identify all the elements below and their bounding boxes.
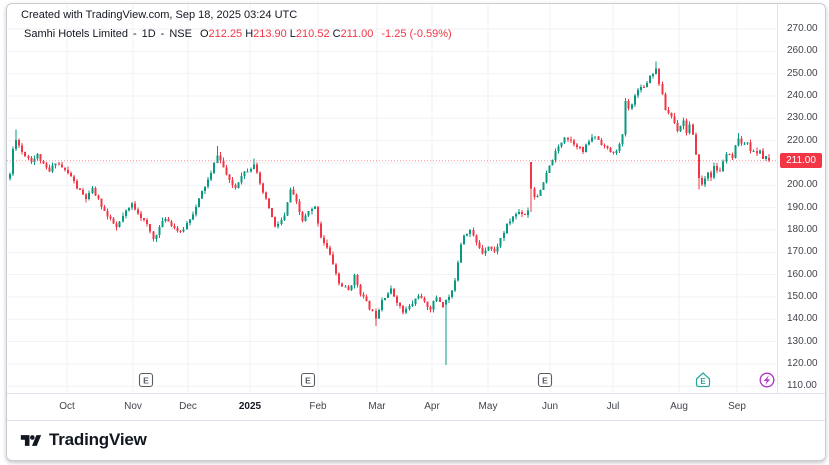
ohlc-field-label: H — [245, 28, 254, 40]
footer-bar: TradingView — [7, 420, 825, 459]
svg-text:E: E — [542, 376, 548, 386]
price-tick-label: 170.00 — [787, 246, 818, 258]
price-tick-label: 150.00 — [787, 290, 818, 302]
ohlc-field-value: 213.90 — [253, 28, 287, 40]
tradingview-logo-text: TradingView — [49, 430, 147, 449]
time-tick-label: Nov — [124, 401, 142, 412]
price-tick-label: 180.00 — [787, 223, 818, 235]
time-tick-label: Sep — [728, 401, 746, 412]
last-price-label: 211.00 — [780, 153, 822, 169]
price-tick-label: 160.00 — [787, 268, 818, 280]
grid — [7, 4, 777, 393]
legend-separator: - — [160, 28, 165, 40]
svg-text:E: E — [305, 376, 311, 386]
time-tick-label: Dec — [179, 401, 197, 412]
price-tick-label: 260.00 — [787, 45, 818, 57]
price-tick-label: 220.00 — [787, 134, 818, 146]
earnings-marker[interactable]: E — [537, 372, 553, 388]
flash-icon[interactable] — [759, 372, 775, 388]
svg-text:E: E — [700, 377, 706, 386]
change-value: -1.25 (-0.59%) — [381, 28, 452, 40]
symbol-name: Samhi Hotels Limited — [24, 28, 128, 40]
price-axis[interactable]: 270.00 260.00 250.00 240.00 230.00 220.00 200.… — [777, 4, 825, 393]
price-tick-label: 110.00 — [787, 380, 817, 392]
tradingview-chart-widget: E E E E Created with TradingView.com, Sep 1… — [6, 3, 826, 461]
tradingview-logo[interactable]: TradingView — [20, 430, 147, 450]
ohlc-values: O 212.25 H 213.90 L 210.52 C 211.00 — [197, 28, 373, 40]
price-tick-label: 230.00 — [787, 112, 818, 124]
ohlc-field-label: O — [199, 28, 209, 40]
price-tick-label: 250.00 — [787, 67, 818, 79]
time-tick-label: Feb — [309, 401, 327, 412]
price-tick-label: 140.00 — [787, 313, 818, 325]
ohlc-field-label: C — [332, 28, 341, 40]
candlestick-series — [9, 61, 770, 365]
price-tick-label: 240.00 — [787, 89, 818, 101]
ohlc-field-value: 210.52 — [295, 28, 330, 40]
time-axis[interactable]: Oct Nov Dec 2025 Feb Mar Apr May Jun Jul Aug Sep — [7, 393, 825, 421]
time-tick-label: 2025 — [238, 401, 262, 412]
svg-text:E: E — [143, 376, 149, 386]
price-tick-label: 200.00 — [787, 179, 818, 191]
time-tick-label: Mar — [368, 401, 386, 412]
legend-separator: - — [132, 28, 137, 40]
attribution-text: Created with TradingView.com, Sep 18, 20… — [21, 9, 298, 21]
time-tick-label: Aug — [670, 401, 688, 412]
interval-label: 1D — [141, 28, 156, 40]
price-tick-label: 190.00 — [787, 201, 818, 213]
price-tick-label: 270.00 — [787, 23, 818, 34]
ohlc-field-value: 212.25 — [208, 28, 243, 40]
tradingview-logo-icon — [20, 434, 42, 446]
time-tick-label: Apr — [424, 401, 440, 412]
earnings-marker[interactable]: E — [300, 372, 316, 388]
earnings-marker[interactable]: E — [138, 372, 154, 388]
ohlc-field-label: L — [289, 28, 296, 40]
time-tick-label: May — [478, 401, 498, 412]
price-tick-label: 130.00 — [787, 335, 818, 347]
exchange-label: NSE — [169, 28, 192, 40]
price-tick-label: 120.00 — [787, 357, 818, 369]
time-tick-label: Jul — [606, 401, 620, 412]
time-tick-label: Jun — [541, 401, 559, 412]
earnings-marker[interactable]: E — [695, 372, 711, 388]
symbol-legend[interactable]: Samhi Hotels Limited - 1D - NSE O 212.25 H… — [24, 28, 452, 40]
ohlc-field-value: 211.00 — [340, 28, 374, 40]
time-tick-label: Oct — [59, 401, 75, 412]
